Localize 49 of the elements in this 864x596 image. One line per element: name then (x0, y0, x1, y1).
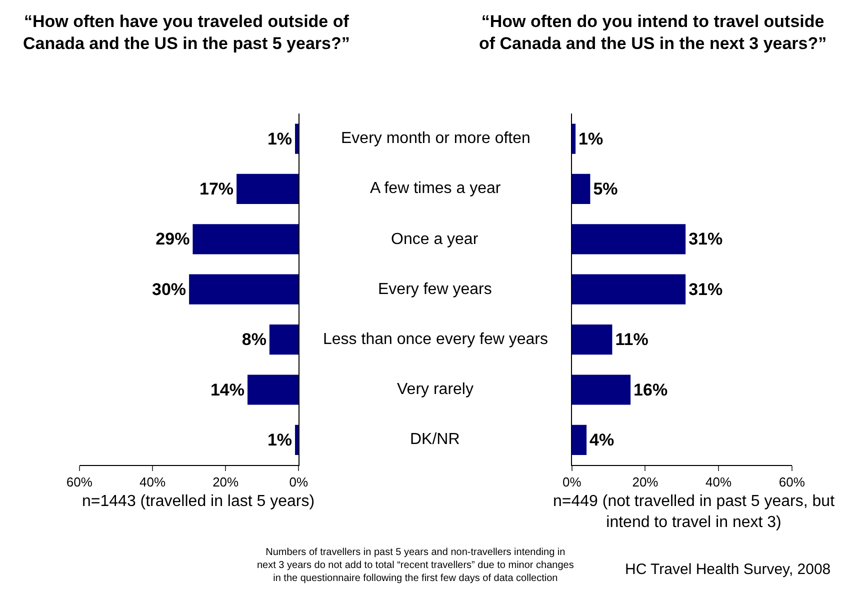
data-label: 4% (590, 430, 614, 450)
data-label: 31% (688, 230, 723, 249)
category-label: Every few years (378, 281, 492, 298)
bar (269, 324, 299, 355)
data-label: 29% (156, 230, 190, 249)
bar (572, 374, 631, 405)
data-label: 1% (267, 430, 292, 450)
chart-title: “How often do you intend to travel outside of Canada and the US in the next 3 years?” (479, 12, 827, 54)
bar (572, 174, 590, 204)
category-label: Once a year (391, 231, 478, 248)
text: n=449 (not travelled in past 5 years, but intend to travel in next 3) (553, 493, 836, 531)
data-label: 8% (242, 330, 266, 350)
bar (192, 224, 299, 254)
category-label: Less than once every few years (323, 331, 548, 348)
x-tick-label: 60% (66, 474, 93, 490)
bar (572, 324, 612, 355)
category-label: A few times a year (370, 180, 501, 197)
bar (295, 124, 299, 154)
x-tick-label: 40% (706, 474, 732, 490)
category-label: Every month or more often (341, 130, 530, 147)
x-tick-label: 0% (562, 474, 582, 490)
data-label: 16% (634, 380, 668, 400)
bar (572, 424, 587, 455)
data-label: 1% (267, 129, 292, 148)
x-tick-label: 60% (778, 474, 806, 490)
x-tick-label: 20% (632, 474, 659, 490)
data-label: 1% (578, 129, 604, 148)
data-label: 5% (593, 179, 618, 198)
bar (572, 224, 686, 254)
x-tick-label: 0% (289, 474, 308, 490)
bar (572, 274, 686, 304)
text: Numbers of travellers in past 5 years and non-travellers intending in next 3 years do not add to total “recent travellers” due to minor changes in the questionnaire following the first few days of data collection (257, 547, 574, 584)
x-tick-label: 40% (139, 474, 166, 490)
bar (236, 174, 299, 204)
data-label: 14% (210, 380, 245, 400)
data-label: 17% (200, 179, 234, 198)
bar (248, 374, 299, 405)
data-label: 11% (615, 330, 648, 350)
x-tick-label: 20% (212, 474, 240, 490)
bar (189, 274, 299, 304)
bar (295, 424, 299, 455)
text: HC Travel Health Survey, 2008 (625, 561, 831, 578)
chart-title: “How often have you traveled outside of Canada and the US in the past 5 years?” (23, 12, 350, 54)
text: n=1443 (travelled in last 5 years) (82, 493, 315, 510)
category-label: DK/NR (410, 431, 460, 448)
bar (572, 124, 576, 154)
data-label: 30% (152, 280, 186, 299)
category-label: Very rarely (397, 381, 474, 398)
data-label: 31% (688, 280, 723, 299)
